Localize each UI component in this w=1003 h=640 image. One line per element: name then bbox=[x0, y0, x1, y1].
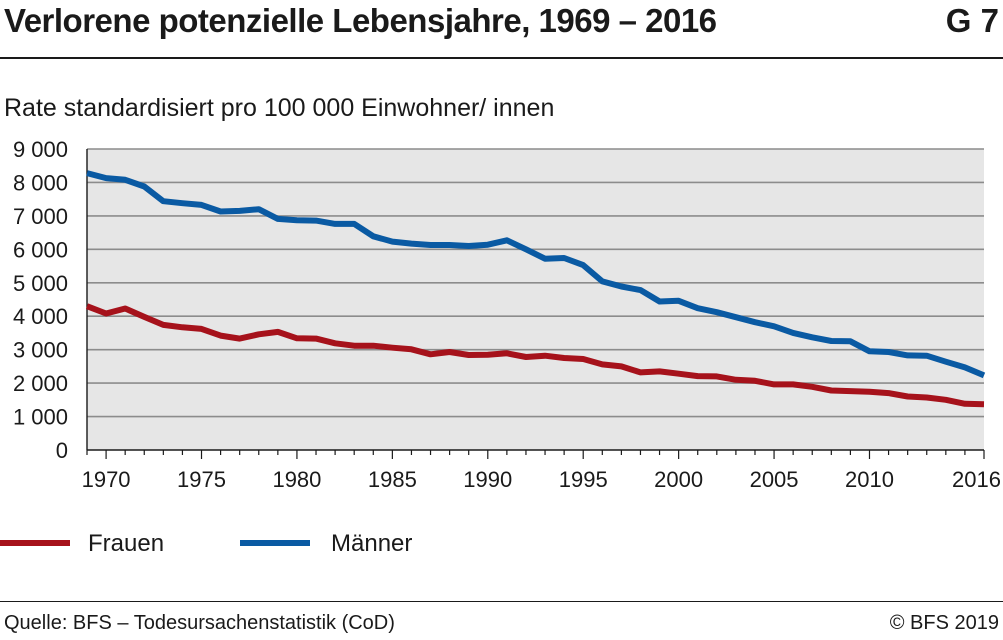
series-line-frauen bbox=[85, 303, 985, 408]
copyright-note: © BFS 2019 bbox=[889, 612, 999, 634]
y-tick-label: 7 000 bbox=[13, 204, 68, 229]
plot-area bbox=[87, 149, 984, 450]
legend-label-frauen: Frauen bbox=[88, 530, 164, 557]
y-tick-label: 5 000 bbox=[13, 271, 68, 296]
footer-divider bbox=[0, 601, 1003, 602]
y-tick-label: 9 000 bbox=[13, 137, 68, 162]
y-axis-label: Rate standardisiert pro 100 000 Einwohne… bbox=[4, 94, 555, 122]
x-tick-label: 2005 bbox=[750, 467, 799, 492]
y-tick-label: 6 000 bbox=[13, 237, 68, 262]
y-tick-label: 8 000 bbox=[13, 170, 68, 195]
x-tick-label: 2016 bbox=[952, 467, 1001, 492]
x-tick-label: 1985 bbox=[368, 467, 417, 492]
x-tick-label: 1990 bbox=[463, 467, 512, 492]
legend-label-maenner: Männer bbox=[331, 530, 412, 557]
x-tick-label: 1975 bbox=[177, 467, 226, 492]
x-tick-label: 2010 bbox=[845, 467, 894, 492]
title-divider bbox=[0, 57, 1003, 59]
x-tick-label: 1970 bbox=[82, 467, 131, 492]
y-tick-label: 1 000 bbox=[13, 405, 68, 430]
y-tick-label: 3 000 bbox=[13, 338, 68, 363]
x-tick-label: 2000 bbox=[654, 467, 703, 492]
y-tick-label: 4 000 bbox=[13, 304, 68, 329]
y-tick-label: 0 bbox=[56, 438, 68, 463]
y-tick-label: 2 000 bbox=[13, 371, 68, 396]
x-tick-label: 1980 bbox=[272, 467, 321, 492]
x-tick-label: 1995 bbox=[559, 467, 608, 492]
series-line-maenner bbox=[86, 170, 986, 379]
line-chart: 0 1 000 2 000 3 000 4 000 5 000 6 000 7 000 8 00… bbox=[0, 137, 1001, 557]
figure-number: G 7 bbox=[945, 2, 999, 39]
source-note: Quelle: BFS – Todesursachenstatistik (Co… bbox=[4, 612, 395, 634]
chart-title: Verlorene potenzielle Lebensjahre, 1969 … bbox=[4, 2, 717, 39]
